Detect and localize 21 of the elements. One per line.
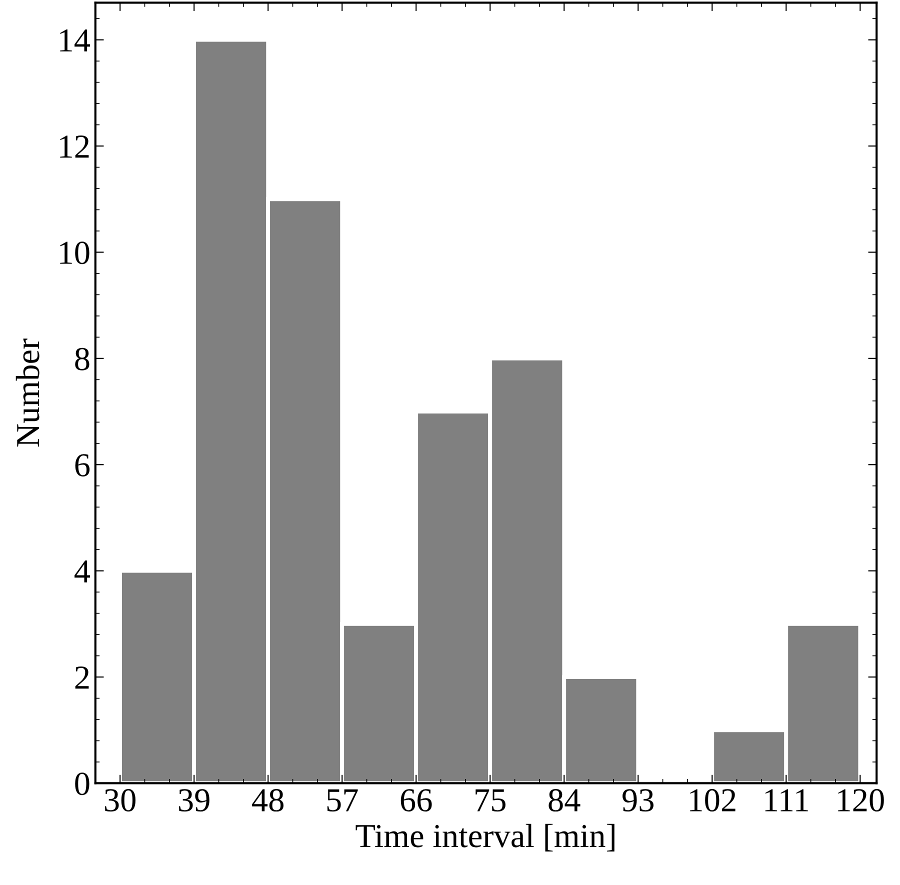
x-tick-label: 84 bbox=[548, 789, 580, 812]
y-tick-label: 2 bbox=[75, 666, 89, 689]
x-axis-title: Time interval [min] bbox=[356, 824, 614, 852]
x-tick-label: 57 bbox=[327, 789, 358, 812]
x-tick-label: 48 bbox=[252, 789, 284, 812]
x-tick-label: 93 bbox=[622, 789, 654, 812]
y-tick-label: 10 bbox=[60, 242, 90, 264]
x-tick-label: 75 bbox=[476, 789, 506, 812]
y-tick-label: 6 bbox=[75, 454, 90, 477]
x-tick-label: 66 bbox=[400, 789, 432, 812]
x-tick-label: 30 bbox=[104, 789, 136, 812]
y-tick-label: 0 bbox=[75, 772, 90, 796]
x-tick-label: 111 bbox=[765, 789, 808, 812]
y-tick-label: 8 bbox=[75, 348, 90, 370]
y-axis-title: Number bbox=[16, 338, 40, 447]
y-tick-label: 14 bbox=[60, 29, 90, 52]
y-tick-label: 4 bbox=[74, 560, 90, 582]
x-tick-label: 102 bbox=[690, 789, 736, 812]
y-tick-label: 12 bbox=[60, 136, 89, 158]
x-tick-label: 39 bbox=[179, 789, 210, 812]
x-tick-label: 120 bbox=[838, 789, 884, 812]
